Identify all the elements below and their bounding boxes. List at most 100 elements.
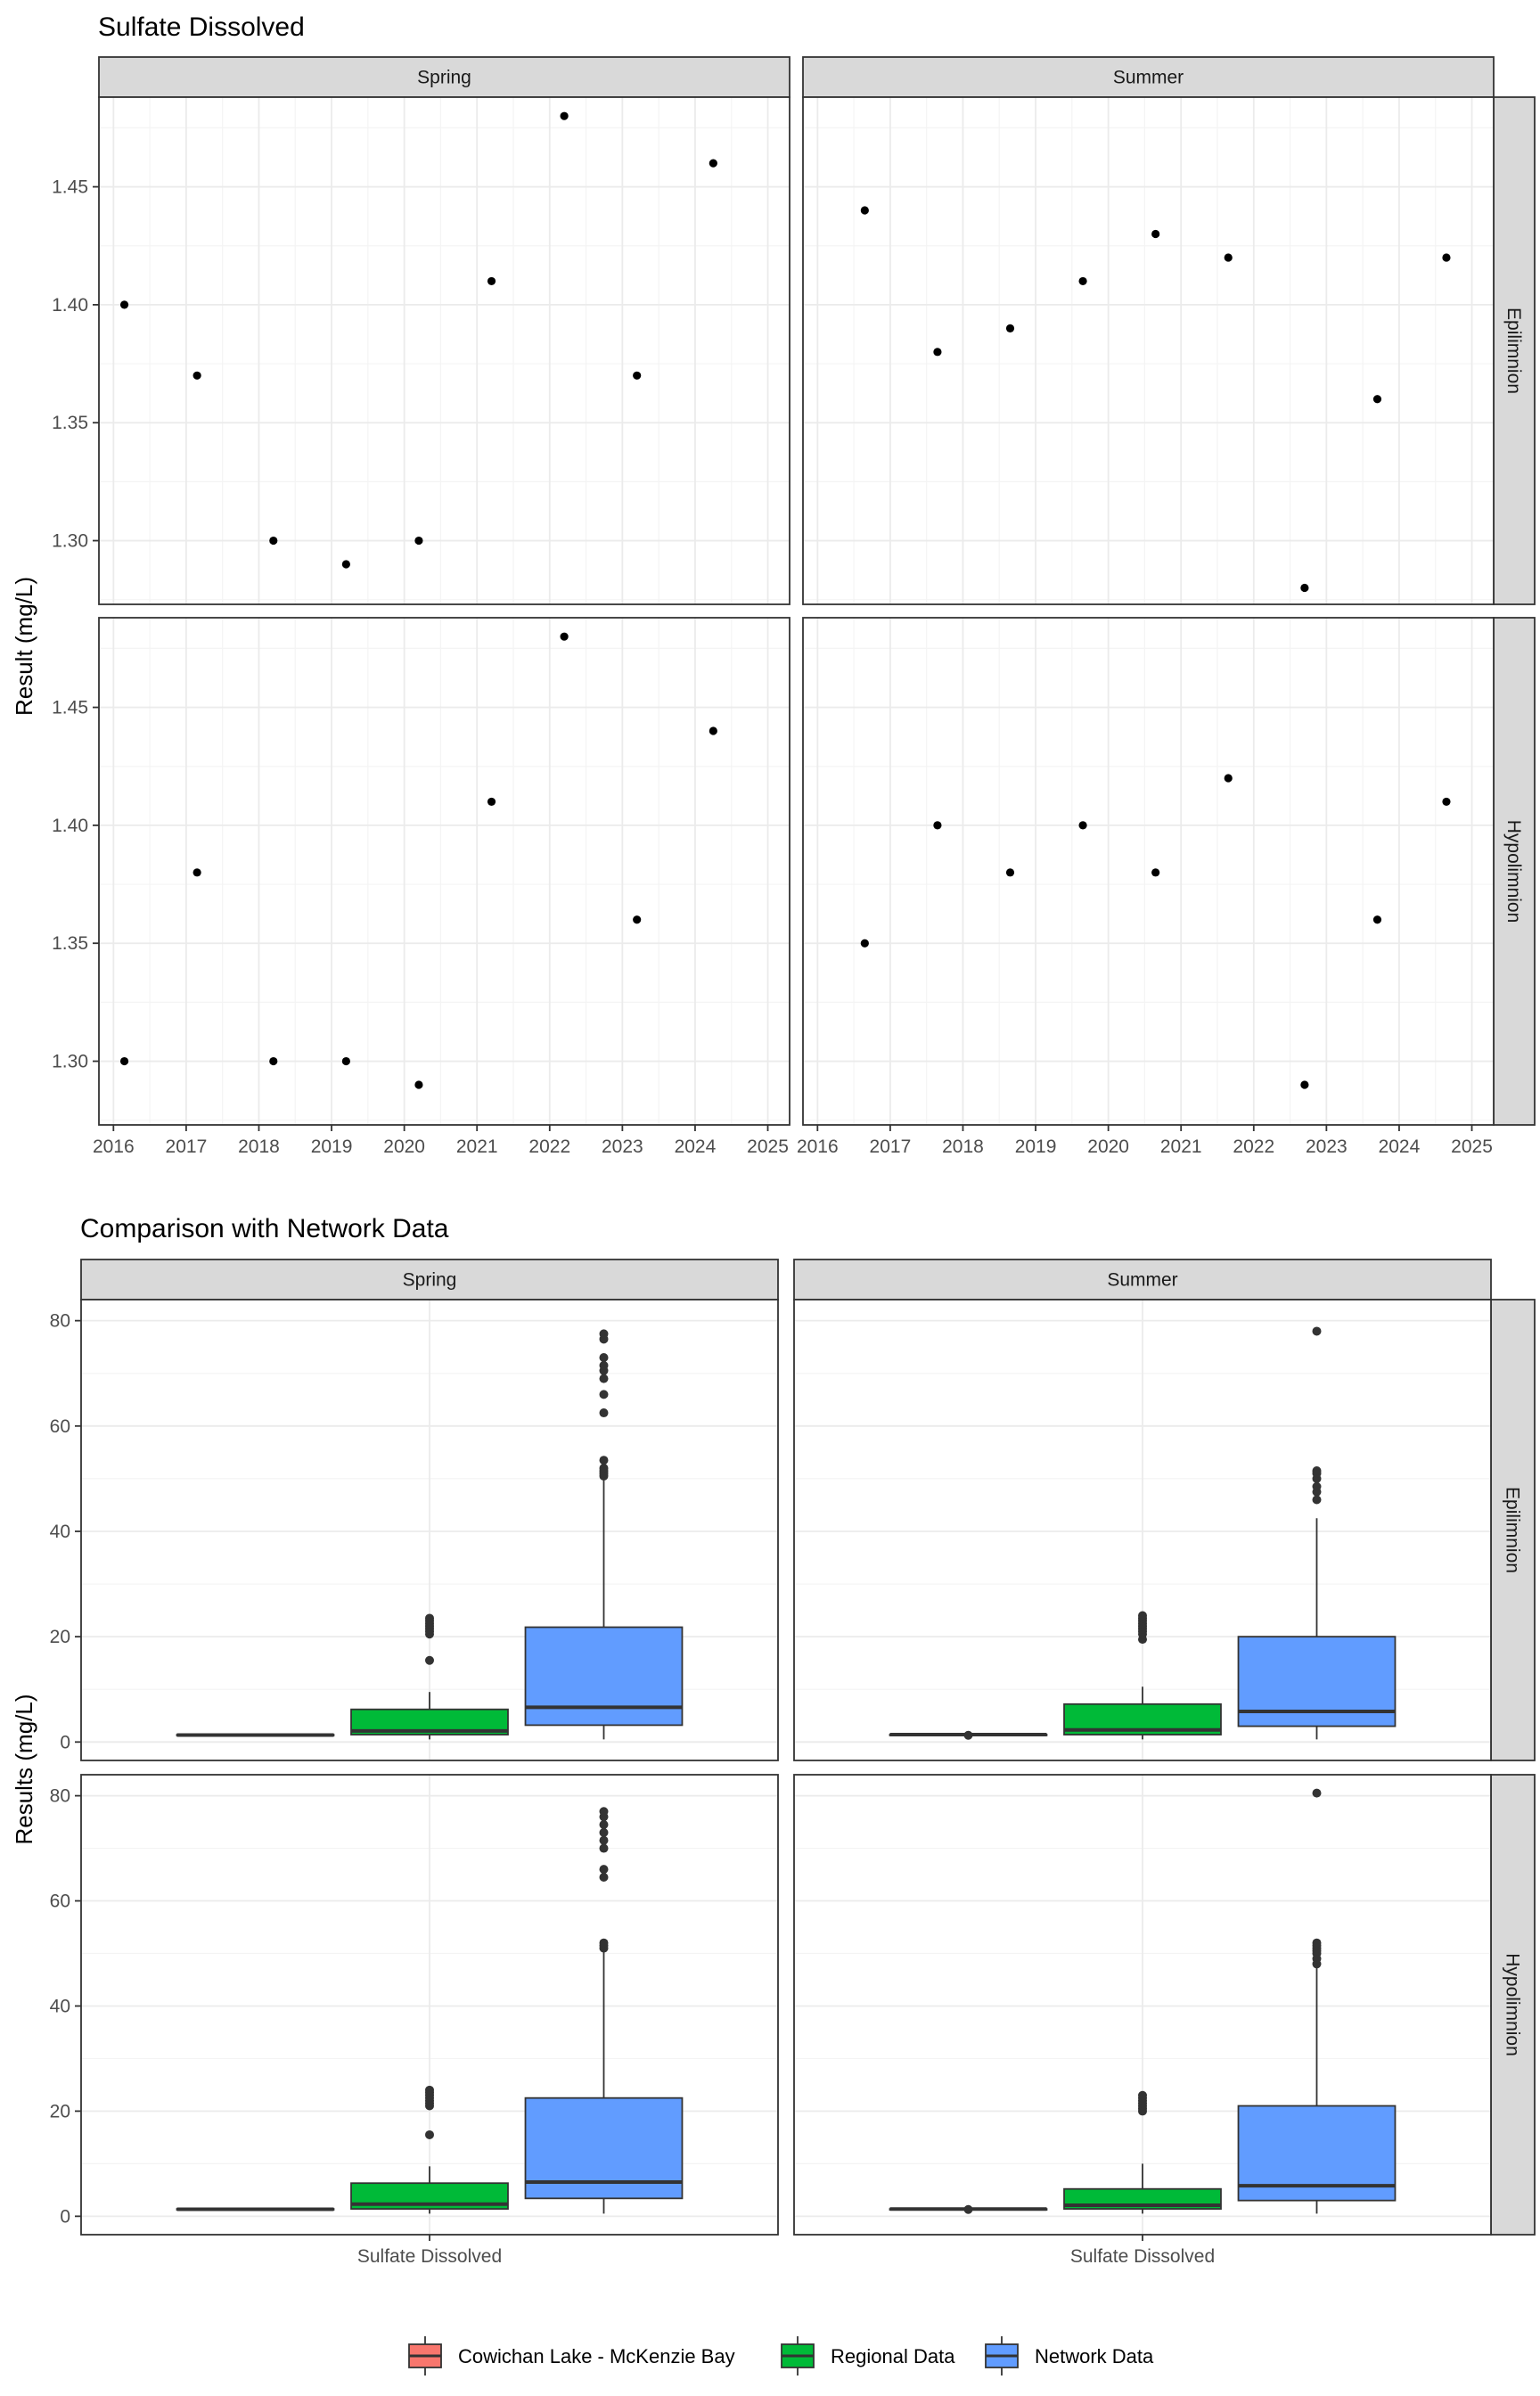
data-point (1151, 229, 1160, 239)
outlier-point (599, 1865, 609, 1875)
box-network-data (524, 1329, 684, 1740)
legend-label: Cowichan Lake - McKenzie Bay (458, 2345, 735, 2367)
data-point (414, 1080, 423, 1089)
panel-border (98, 617, 790, 1126)
panel-spring-epilimnion: 1.30 1.35 1.40 1.45 (52, 96, 790, 605)
box-network-data (524, 1807, 684, 2214)
box-cowichan-lake-mckenzie-bay (176, 2207, 335, 2211)
data-point (192, 868, 201, 877)
outlier-point (599, 1872, 609, 1882)
data-point (1372, 915, 1382, 924)
outlier-point (599, 1807, 609, 1817)
legend-label: Network Data (1035, 2345, 1154, 2367)
data-point (1300, 583, 1309, 593)
y-tick-label: 0 (60, 2206, 70, 2227)
strip-spring (98, 56, 790, 98)
outlier-point (1312, 1326, 1322, 1336)
y-tick-label: 0 (60, 1732, 70, 1752)
data-point (1372, 395, 1382, 404)
panel-background (803, 97, 1494, 604)
panel-spring-epilimnion: 0 20 40 60 80 (50, 1299, 779, 1761)
y-tick-label: 80 (50, 1786, 70, 1807)
x-tick-label: 2023 (1306, 1136, 1348, 1157)
strip-label-hypolimnion: Hypolimnion (1503, 1953, 1523, 2056)
x-tick-label: 2023 (602, 1136, 643, 1157)
x-tick-label: 2016 (93, 1136, 135, 1157)
strip-label-epilimnion: Epilimnion (1503, 1487, 1523, 1573)
panel-spring-hypolimnion: 2016 2017 2018 2019 2020 2021 2022 2023 2024 2025… (52, 617, 790, 1157)
data-point (1078, 821, 1087, 830)
data-point (1442, 797, 1451, 807)
panel-background (803, 618, 1494, 1125)
data-point (560, 111, 569, 120)
outlier-point (963, 1730, 973, 1740)
data-point (1224, 774, 1233, 783)
panel-border (793, 1299, 1492, 1761)
outlier-point (599, 1464, 609, 1473)
outlier-point (599, 1374, 609, 1383)
strip-label-epilimnion: Epilimnion (1503, 308, 1524, 394)
strip-hypolimnion (1490, 1774, 1536, 2236)
legend-item-network-data: Network Data (985, 2336, 1154, 2375)
data-point (560, 632, 569, 641)
box-facet-grid: Spring Summer Epilimnion Hypolimnion 0 20 40 60… (50, 1259, 1536, 2267)
x-tick-label: 2017 (870, 1136, 912, 1157)
data-point (1224, 253, 1233, 262)
data-point (633, 371, 642, 380)
x-tick-label: 2016 (797, 1136, 839, 1157)
data-point (487, 276, 496, 286)
outlier-point (599, 1938, 609, 1948)
x-tick-label: 2022 (1233, 1136, 1274, 1157)
x-tick-label: Sulfate Dissolved (1070, 2246, 1215, 2267)
y-tick-label: 1.45 (52, 698, 88, 718)
y-tick-label: 20 (50, 1627, 70, 1647)
y-tick-label: 80 (50, 1311, 70, 1332)
outlier-point (599, 1390, 609, 1399)
panel-border (802, 96, 1495, 605)
y-tick-label: 1.35 (52, 933, 88, 954)
data-point (487, 797, 496, 807)
data-point (414, 536, 423, 546)
strip-epilimnion (1490, 1299, 1536, 1761)
data-point (860, 206, 869, 215)
y-tick-label: 1.30 (52, 1052, 88, 1072)
panel-border (80, 1299, 779, 1761)
box-cowichan-lake-mckenzie-bay (889, 1730, 1048, 1740)
y-tick-label: 60 (50, 1416, 70, 1437)
data-point (1151, 868, 1160, 877)
x-tick-label: 2021 (1160, 1136, 1202, 1157)
box-cowichan-lake-mckenzie-bay (889, 2204, 1048, 2214)
y-tick-label: 40 (50, 1522, 70, 1542)
outlier-point (1312, 1466, 1322, 1476)
y-tick-label: 1.35 (52, 413, 88, 433)
y-tick-label: 1.30 (52, 531, 88, 552)
x-tick-label: 2025 (1451, 1136, 1493, 1157)
legend-label: Regional Data (831, 2345, 955, 2367)
outlier-point (599, 1360, 609, 1370)
panel-background (99, 97, 790, 604)
x-tick-label: 2024 (675, 1136, 717, 1157)
y-tick-label: 60 (50, 1891, 70, 1912)
outlier-point (425, 2129, 434, 2139)
box-regional-data (1063, 1611, 1222, 1740)
panel-summer-epilimnion (802, 96, 1495, 605)
outlier-point (425, 2085, 434, 2095)
outlier-point (599, 1329, 609, 1339)
y-tick-label: 40 (50, 1996, 70, 2016)
outlier-point (425, 1613, 434, 1623)
outlier-point (1312, 1938, 1322, 1948)
strip-epilimnion (1493, 96, 1536, 605)
data-point (341, 1056, 350, 1066)
data-point (860, 939, 869, 948)
y-tick-label: 1.45 (52, 177, 88, 198)
data-point (1442, 253, 1451, 262)
data-point (933, 821, 942, 830)
x-tick-label: 2021 (456, 1136, 498, 1157)
y-tick-label: 1.40 (52, 816, 88, 836)
outlier-point (599, 1820, 609, 1830)
panel-border (98, 96, 790, 605)
y-tick-label: 20 (50, 2101, 70, 2121)
data-point (1300, 1080, 1309, 1089)
scatter-facet-grid: Spring SummerEpilimnionHypolimnion1.301.3… (52, 56, 1536, 1157)
strip-hypolimnion (1493, 617, 1536, 1126)
